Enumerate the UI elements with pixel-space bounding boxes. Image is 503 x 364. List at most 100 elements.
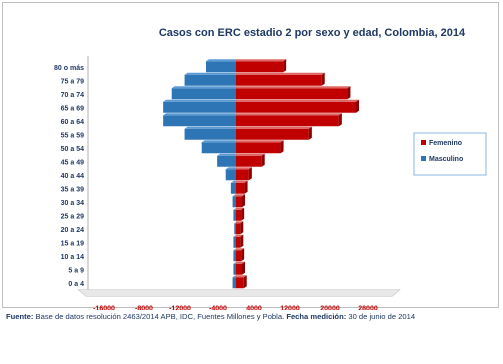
bar-femenino-side <box>240 221 243 234</box>
y-tick-label: 50 a 54 <box>61 146 84 153</box>
bar-femenino-top <box>236 140 284 142</box>
bar-femenino-side <box>281 140 284 153</box>
bar-femenino <box>236 169 249 180</box>
bar-femenino-side <box>249 167 252 180</box>
bar-masculino-top <box>226 167 236 169</box>
bar-femenino <box>236 277 244 288</box>
y-tick-label: 30 a 34 <box>61 200 84 207</box>
y-tick-label: 45 a 49 <box>61 159 84 166</box>
bar-masculino <box>231 183 236 194</box>
bar-masculino <box>163 115 236 126</box>
bar-femenino-top <box>236 73 325 75</box>
bar-femenino-side <box>242 262 245 275</box>
bar-masculino-top <box>233 235 236 237</box>
bar-femenino-side <box>242 194 245 207</box>
bar-femenino <box>236 183 245 194</box>
bar-femenino-top <box>236 113 342 115</box>
date-text: 30 de junio de 2014 <box>348 312 415 321</box>
x-tick-label: -16000 <box>93 306 115 311</box>
x-axis-floor <box>78 290 400 297</box>
bar-femenino-top <box>236 100 359 102</box>
y-tick-label: 55 a 59 <box>61 132 84 139</box>
bar-femenino-side <box>309 127 312 140</box>
bar-masculino <box>206 61 236 72</box>
x-tick-label: 12000 <box>280 306 300 311</box>
x-tick-label: -8000 <box>135 306 153 311</box>
bar-femenino <box>236 75 322 86</box>
y-tick-label: 15 a 19 <box>61 240 84 247</box>
y-tick-label: 0 a 4 <box>68 281 84 288</box>
bar-femenino-side <box>241 208 244 221</box>
bar-masculino-top <box>233 275 236 277</box>
bar-masculino-top <box>202 140 236 142</box>
bar-femenino-side <box>339 113 342 126</box>
y-tick-label: 60 a 64 <box>61 119 84 126</box>
bar-masculino-top <box>172 86 236 88</box>
bar-masculino <box>226 169 236 180</box>
y-tick-label: 65 a 69 <box>61 105 84 112</box>
bar-masculino <box>185 75 236 86</box>
x-tick-label: 4000 <box>246 306 262 311</box>
bar-masculino-top <box>233 194 236 196</box>
bar-masculino-top <box>233 262 236 264</box>
y-tick-label: 80 o más <box>54 65 84 72</box>
legend-label: Femenino <box>429 140 462 147</box>
bar-femenino <box>236 210 241 221</box>
bar-femenino <box>236 237 240 248</box>
bar-masculino-top <box>163 100 236 102</box>
bar-masculino-top <box>231 181 236 183</box>
bar-masculino <box>233 196 236 207</box>
y-tick-label: 75 a 79 <box>61 78 84 85</box>
legend-swatch <box>421 140 426 145</box>
bar-femenino-side <box>283 59 286 72</box>
bar-femenino <box>236 156 262 167</box>
bar-femenino <box>236 250 241 261</box>
bar-femenino-side <box>241 248 244 261</box>
bar-femenino-side <box>356 100 359 113</box>
bar-masculino <box>233 264 236 275</box>
bar-masculino-top <box>163 113 236 115</box>
bar-femenino-side <box>347 86 350 99</box>
bar-masculino <box>172 88 236 99</box>
y-tick-label: 35 a 39 <box>61 186 84 193</box>
x-tick-label: 28000 <box>358 306 378 311</box>
legend-swatch <box>421 156 426 161</box>
y-tick-label: 5 a 9 <box>68 267 84 274</box>
bar-masculino <box>202 142 236 153</box>
chart: Casos con ERC estadio 2 por sexo y edad,… <box>0 0 503 310</box>
y-tick-label: 25 a 29 <box>61 213 84 220</box>
bar-femenino-side <box>245 181 248 194</box>
y-tick-label: 70 a 74 <box>61 92 84 99</box>
bar-masculino <box>234 223 236 234</box>
y-tick-label: 40 a 44 <box>61 173 84 180</box>
y-tick-label: 10 a 14 <box>61 254 84 261</box>
bar-femenino <box>236 61 283 72</box>
bar-masculino-top <box>185 73 236 75</box>
source-text: Base de datos resolución 2463/2014 APB, … <box>36 312 285 321</box>
x-tick-label: -12000 <box>169 306 191 311</box>
bar-masculino <box>233 237 236 248</box>
bar-masculino-top <box>233 248 236 250</box>
bar-femenino <box>236 196 242 207</box>
bar-masculino <box>185 129 236 140</box>
bar-masculino-top <box>206 59 236 61</box>
bar-femenino-top <box>236 86 350 88</box>
source-label: Fuente: <box>6 312 33 321</box>
bar-masculino-top <box>185 127 236 129</box>
legend-label: Masculino <box>429 156 463 163</box>
bar-masculino-top <box>233 208 236 210</box>
y-tick-label: 20 a 24 <box>61 227 84 234</box>
bar-femenino <box>236 129 309 140</box>
chart-title: Casos con ERC estadio 2 por sexo y edad,… <box>159 27 466 39</box>
bar-femenino-side <box>322 73 325 86</box>
x-tick-label: -4000 <box>209 306 227 311</box>
bar-femenino-top <box>236 127 312 129</box>
bar-femenino <box>236 264 242 275</box>
bar-femenino <box>236 115 339 126</box>
bar-femenino <box>236 88 347 99</box>
bar-femenino-side <box>262 154 265 167</box>
bar-femenino-side <box>244 275 247 288</box>
bar-masculino <box>163 102 236 113</box>
bar-masculino <box>233 210 236 221</box>
x-tick-label: 20000 <box>320 306 340 311</box>
